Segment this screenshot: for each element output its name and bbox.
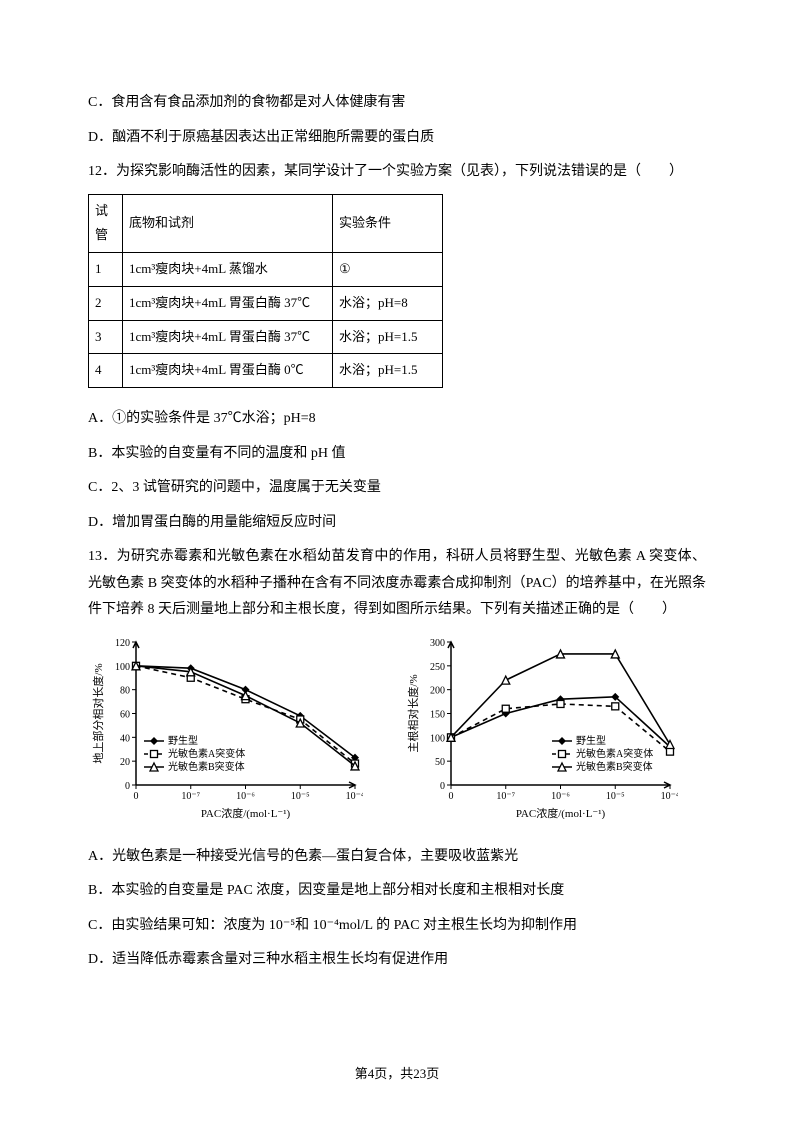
q13-option-b: B．本实验的自变量是 PAC 浓度，因变量是地上部分相对长度和主根相对长度 (88, 878, 706, 905)
svg-text:20: 20 (120, 757, 130, 768)
cell: 1cm³瘦肉块+4mL 胃蛋白酶 37℃ (123, 286, 333, 320)
chart-right: 0 50 100 150 200 250 300 0 10⁻⁷ 10⁻⁶ 10⁻⁵ 10⁻⁴ PAC浓度… (403, 634, 678, 830)
svg-text:100: 100 (430, 733, 445, 744)
q13-stem: 13．为研究赤霉素和光敏色素在水稻幼苗发育中的作用，科研人员将野生型、光敏色素 … (88, 544, 706, 624)
svg-text:40: 40 (120, 733, 130, 744)
svg-text:10⁻⁶: 10⁻⁶ (236, 791, 255, 802)
svg-text:0: 0 (134, 791, 139, 802)
table-header: 试管 (89, 194, 123, 252)
svg-text:60: 60 (120, 710, 130, 721)
svg-text:野生型: 野生型 (168, 734, 198, 747)
svg-text:0: 0 (440, 781, 445, 792)
svg-text:250: 250 (430, 662, 445, 673)
svg-text:50: 50 (435, 757, 445, 768)
q12-stem: 12．为探究影响酶活性的因素，某同学设计了一个实验方案（见表），下列说法错误的是… (88, 159, 706, 186)
table-row: 21cm³瘦肉块+4mL 胃蛋白酶 37℃水浴；pH=8 (89, 286, 443, 320)
svg-text:0: 0 (125, 781, 130, 792)
svg-text:光敏色素B突变体: 光敏色素B突变体 (168, 760, 245, 773)
svg-text:主根相对长度/%: 主根相对长度/% (406, 674, 420, 752)
q13-option-a: A．光敏色素是一种接受光信号的色素—蛋白复合体，主要吸收蓝紫光 (88, 844, 706, 871)
svg-text:80: 80 (120, 686, 130, 697)
svg-text:10⁻⁴: 10⁻⁴ (346, 791, 363, 802)
q12-option-c: C．2、3 试管研究的问题中，温度属于无关变量 (88, 475, 706, 502)
q12-option-b: B．本实验的自变量有不同的温度和 pH 值 (88, 441, 706, 468)
cell: 1cm³瘦肉块+4mL 胃蛋白酶 37℃ (123, 320, 333, 354)
cell: 1cm³瘦肉块+4mL 蒸馏水 (123, 253, 333, 287)
q12-option-d: D．增加胃蛋白酶的用量能缩短反应时间 (88, 510, 706, 537)
svg-text:光敏色素A突变体: 光敏色素A突变体 (168, 747, 245, 760)
q13-charts: 0 20 40 60 80 100 120 0 10⁻⁷ 10⁻⁶ 10⁻⁵ 10⁻⁴ PAC浓度/(m… (88, 634, 706, 830)
cell: 水浴；pH=1.5 (333, 320, 443, 354)
table-row: 31cm³瘦肉块+4mL 胃蛋白酶 37℃水浴；pH=1.5 (89, 320, 443, 354)
cell: 水浴；pH=1.5 (333, 354, 443, 388)
table-row: 41cm³瘦肉块+4mL 胃蛋白酶 0℃水浴；pH=1.5 (89, 354, 443, 388)
svg-text:100: 100 (115, 662, 130, 673)
svg-text:300: 300 (430, 638, 445, 649)
svg-text:10⁻⁶: 10⁻⁶ (551, 791, 570, 802)
svg-text:0: 0 (449, 791, 454, 802)
cell: 4 (89, 354, 123, 388)
chart-left: 0 20 40 60 80 100 120 0 10⁻⁷ 10⁻⁶ 10⁻⁵ 10⁻⁴ PAC浓度/(m… (88, 634, 363, 830)
cell: 2 (89, 286, 123, 320)
svg-text:地上部分相对长度/%: 地上部分相对长度/% (91, 663, 105, 763)
cell: 1cm³瘦肉块+4mL 胃蛋白酶 0℃ (123, 354, 333, 388)
option-c-prev: C．食用含有食品添加剂的食物都是对人体健康有害 (88, 90, 706, 117)
table-header: 底物和试剂 (123, 194, 333, 252)
page-footer: 第4页，共23页 (0, 1062, 794, 1087)
svg-text:光敏色素B突变体: 光敏色素B突变体 (576, 760, 653, 773)
svg-text:150: 150 (430, 710, 445, 721)
svg-text:10⁻⁴: 10⁻⁴ (661, 791, 678, 802)
q12-option-a: A．①的实验条件是 37℃水浴；pH=8 (88, 406, 706, 433)
svg-text:120: 120 (115, 638, 130, 649)
option-d-prev: D．酗酒不利于原癌基因表达出正常细胞所需要的蛋白质 (88, 125, 706, 152)
table-header-row: 试管 底物和试剂 实验条件 (89, 194, 443, 252)
table-row: 11cm³瘦肉块+4mL 蒸馏水① (89, 253, 443, 287)
svg-text:10⁻⁷: 10⁻⁷ (181, 791, 200, 802)
q13-option-d: D．适当降低赤霉素含量对三种水稻主根生长均有促进作用 (88, 947, 706, 974)
table-header: 实验条件 (333, 194, 443, 252)
svg-text:10⁻⁵: 10⁻⁵ (291, 791, 310, 802)
svg-text:PAC浓度/(mol·L⁻¹): PAC浓度/(mol·L⁻¹) (516, 806, 606, 819)
cell: 水浴；pH=8 (333, 286, 443, 320)
cell: 3 (89, 320, 123, 354)
q13-option-c: C．由实验结果可知：浓度为 10⁻⁵和 10⁻⁴mol/L 的 PAC 对主根生… (88, 913, 706, 940)
svg-text:野生型: 野生型 (576, 734, 606, 747)
svg-text:10⁻⁷: 10⁻⁷ (496, 791, 515, 802)
cell: ① (333, 253, 443, 287)
cell: 1 (89, 253, 123, 287)
svg-text:10⁻⁵: 10⁻⁵ (606, 791, 625, 802)
svg-text:200: 200 (430, 686, 445, 697)
svg-text:PAC浓度/(mol·L⁻¹): PAC浓度/(mol·L⁻¹) (201, 806, 291, 819)
svg-text:光敏色素A突变体: 光敏色素A突变体 (576, 747, 653, 760)
q12-table: 试管 底物和试剂 实验条件 11cm³瘦肉块+4mL 蒸馏水① 21cm³瘦肉块… (88, 194, 443, 388)
